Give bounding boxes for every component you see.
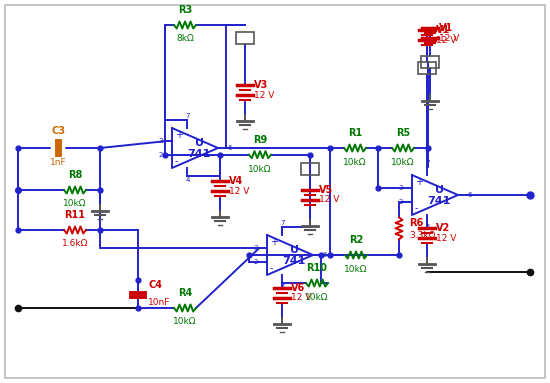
Text: R5: R5 — [396, 128, 410, 138]
Text: 2: 2 — [399, 199, 403, 205]
Bar — [418, 62, 436, 74]
Text: 3.3kΩ: 3.3kΩ — [409, 231, 436, 240]
Text: 741: 741 — [188, 149, 211, 159]
Text: 6: 6 — [322, 252, 327, 258]
Text: 7: 7 — [426, 160, 430, 166]
Text: U: U — [289, 245, 299, 255]
Text: V1: V1 — [436, 25, 450, 35]
Text: V4: V4 — [229, 176, 243, 186]
Text: 1nF: 1nF — [50, 158, 67, 167]
Text: 6: 6 — [227, 145, 232, 151]
Bar — [236, 32, 254, 44]
Text: 2: 2 — [158, 152, 163, 158]
Text: R6: R6 — [409, 218, 424, 228]
Text: U: U — [434, 185, 443, 195]
Text: R3: R3 — [178, 5, 192, 15]
Text: 7: 7 — [280, 220, 285, 226]
Text: 12 V: 12 V — [229, 187, 249, 195]
Text: 12 V: 12 V — [291, 293, 311, 303]
Text: 12 V: 12 V — [439, 33, 459, 43]
Text: R8: R8 — [68, 170, 82, 180]
Text: 10kΩ: 10kΩ — [391, 158, 415, 167]
Text: 1.6kΩ: 1.6kΩ — [62, 239, 88, 248]
Text: 6: 6 — [467, 192, 471, 198]
Text: 741: 741 — [282, 256, 306, 266]
Text: 2: 2 — [254, 259, 258, 265]
Text: -: - — [175, 155, 179, 166]
Text: 12 V: 12 V — [254, 90, 274, 100]
Text: 12 V: 12 V — [436, 36, 456, 44]
Text: 4: 4 — [426, 224, 430, 230]
Text: 4: 4 — [281, 284, 285, 290]
Text: U: U — [195, 138, 204, 148]
Text: R4: R4 — [178, 288, 192, 298]
Text: 10nF: 10nF — [148, 298, 170, 307]
Text: V3: V3 — [254, 80, 268, 90]
Text: 10kΩ: 10kΩ — [344, 265, 368, 274]
Text: 8kΩ: 8kΩ — [176, 34, 194, 43]
Text: 10kΩ: 10kΩ — [248, 165, 272, 173]
Text: 12 V: 12 V — [319, 195, 339, 204]
Text: R9: R9 — [253, 135, 267, 145]
Text: +: + — [175, 130, 183, 140]
Text: 12 V: 12 V — [436, 234, 456, 242]
Text: 10kΩ: 10kΩ — [343, 158, 367, 167]
Text: -: - — [415, 203, 419, 213]
Text: 7: 7 — [186, 113, 190, 119]
Text: R1: R1 — [348, 128, 362, 138]
Text: R11: R11 — [64, 210, 85, 220]
Text: R2: R2 — [349, 235, 363, 245]
Text: +: + — [415, 177, 423, 187]
Text: 741: 741 — [427, 196, 450, 206]
Text: 10kΩ: 10kΩ — [63, 199, 87, 208]
Text: -: - — [270, 263, 273, 273]
Text: 10kΩ: 10kΩ — [305, 293, 329, 302]
Text: 3: 3 — [254, 246, 258, 251]
Text: V6: V6 — [291, 283, 305, 293]
Bar — [421, 56, 439, 68]
Text: R10: R10 — [306, 263, 327, 273]
Text: V1: V1 — [439, 23, 453, 33]
Bar — [301, 163, 319, 175]
Text: C3: C3 — [51, 126, 65, 136]
Text: 4: 4 — [186, 177, 190, 183]
Text: 3: 3 — [158, 138, 163, 144]
Text: 10kΩ: 10kΩ — [173, 317, 197, 326]
Text: V2: V2 — [436, 223, 450, 233]
Text: C4: C4 — [148, 280, 162, 290]
Text: +: + — [270, 237, 278, 247]
Text: 3: 3 — [399, 185, 403, 192]
Text: V5: V5 — [319, 185, 333, 195]
